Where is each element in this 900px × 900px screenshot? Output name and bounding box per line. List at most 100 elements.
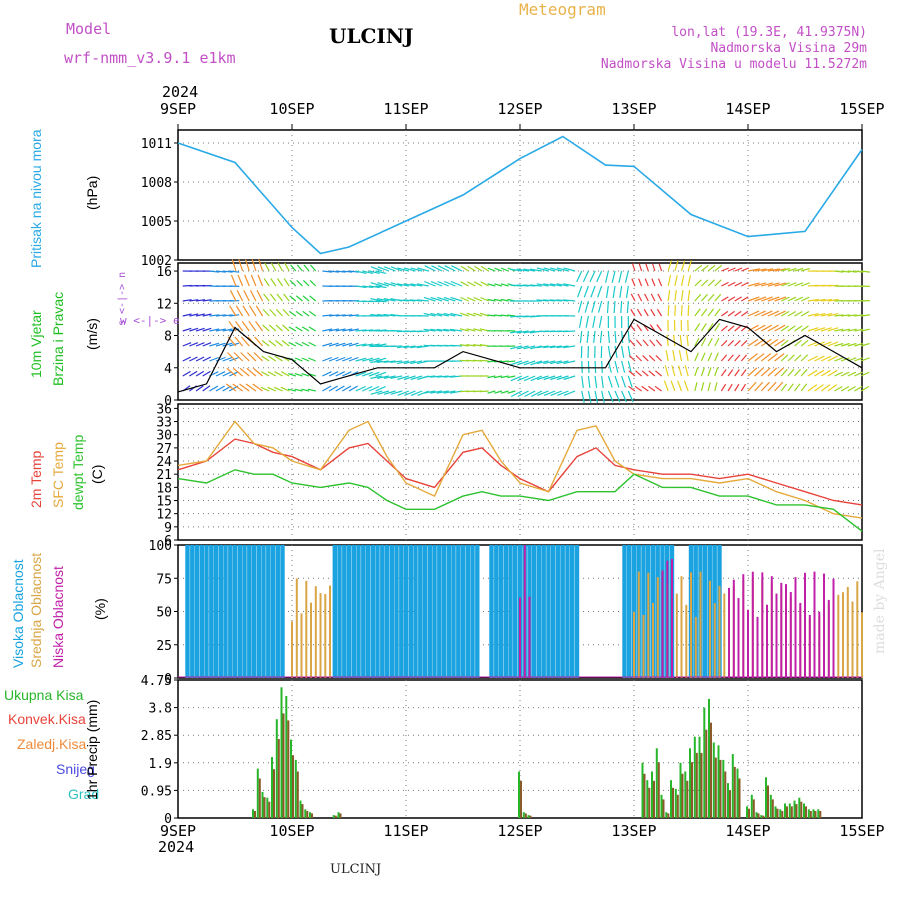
- wind-arrow: [209, 270, 220, 273]
- wind-arrow: [195, 299, 206, 302]
- wind-arrow: [740, 383, 747, 392]
- wind-arrow: [375, 285, 387, 289]
- wind-arrow: [294, 373, 303, 377]
- wind-arrow: [556, 267, 569, 272]
- wind-arrow: [269, 293, 277, 302]
- wind-arrow: [800, 310, 810, 317]
- wind-arrow: [820, 327, 832, 332]
- wind-arrow: [262, 308, 270, 317]
- cloud-bar: [280, 545, 285, 678]
- wind-arrow: [794, 354, 802, 362]
- cloud-bar: [770, 576, 773, 678]
- wind-arrow: [820, 355, 832, 362]
- wind-arrow: [295, 295, 303, 302]
- wind-arrow: [780, 325, 790, 332]
- precip-total-bar: [651, 771, 653, 818]
- temp-line-0: [177, 438, 863, 506]
- wind-arrow: [854, 328, 864, 332]
- cloud-bar: [709, 580, 711, 678]
- precip-conv-bar: [282, 713, 285, 818]
- wind-arrow: [582, 270, 589, 283]
- wind-arrow: [443, 375, 456, 378]
- precip-conv-bar: [273, 769, 275, 818]
- wind-arrow: [694, 352, 699, 362]
- wind-arrow: [390, 345, 403, 348]
- precip-conv-bar: [292, 755, 294, 818]
- wind-arrow: [523, 360, 536, 366]
- cloud-bar: [756, 616, 759, 678]
- cloud-bar: [546, 545, 551, 678]
- wind-arrow: [734, 296, 742, 302]
- time-tick-bottom: 15SEP: [839, 822, 884, 840]
- wind-arrow: [645, 263, 649, 272]
- wind-arrow: [637, 293, 643, 302]
- cloud-bar: [295, 578, 298, 678]
- wind-arrow: [721, 281, 729, 287]
- wind-arrow: [687, 275, 692, 287]
- precip-total-bar: [746, 806, 748, 818]
- wind-arrow: [264, 262, 270, 272]
- cloud-bar: [694, 616, 697, 678]
- wind-arrow: [727, 281, 736, 287]
- wind-arrow: [747, 268, 760, 272]
- wind-arrow: [383, 390, 396, 395]
- cloud-bar: [266, 545, 271, 678]
- wind-arrow: [578, 315, 583, 328]
- wind-arrow: [494, 390, 503, 394]
- wind-arrow: [679, 335, 683, 347]
- wind-arrow: [787, 282, 797, 287]
- cloud-bar: [536, 545, 542, 678]
- wind-arrow: [500, 267, 509, 272]
- wind-arrow: [827, 327, 839, 332]
- station-title: ULCINJ: [329, 24, 414, 48]
- wind-arrow: [658, 263, 663, 272]
- wind-arrow: [335, 385, 345, 392]
- precip-conv-bar: [653, 780, 655, 818]
- wind-arrow: [368, 357, 380, 362]
- y-tick-label: 27: [156, 442, 172, 457]
- wind-arrow: [707, 293, 715, 302]
- wind-arrow: [734, 281, 743, 287]
- precip-total-bar: [693, 736, 696, 818]
- wind-arrow: [403, 267, 416, 272]
- wind-arrow: [760, 381, 770, 392]
- wind-arrow: [814, 327, 826, 332]
- cloud-bar: [732, 579, 735, 678]
- wind-arrow: [487, 390, 496, 394]
- wind-arrow: [342, 356, 352, 362]
- wind-arrow: [416, 299, 429, 302]
- wind-arrow: [667, 275, 672, 287]
- wind-arrow: [860, 328, 871, 332]
- y-tick-label: 16: [156, 265, 172, 280]
- cloud-bar: [851, 601, 854, 678]
- wind-arrow: [585, 315, 589, 328]
- precip-total-bar: [266, 797, 269, 818]
- wind-arrow: [510, 390, 523, 398]
- wind-arrow: [596, 270, 603, 283]
- wind-arrow: [238, 259, 244, 272]
- wind-arrow: [229, 290, 237, 302]
- precip-conv-bar: [524, 813, 527, 818]
- precip-total-bar: [332, 815, 335, 818]
- cloud-bar: [723, 593, 726, 678]
- wind-arrow: [727, 339, 735, 347]
- wind-arrow: [479, 328, 489, 332]
- precip-conv-bar: [520, 780, 522, 818]
- wind-arrow: [202, 370, 211, 377]
- wind-arrow: [628, 370, 636, 377]
- wind-arrow: [734, 310, 742, 317]
- precip-conv-bar: [809, 811, 812, 818]
- wind-arrow: [263, 278, 270, 287]
- wind-arrow: [375, 385, 386, 392]
- wind-arrow: [549, 360, 562, 365]
- wind-arrow: [720, 383, 727, 392]
- wind-arrow: [404, 390, 416, 396]
- wind-arrow: [377, 266, 390, 272]
- wind-arrow: [807, 298, 819, 302]
- wind-arrow: [258, 259, 264, 272]
- wind-arrow: [430, 375, 443, 378]
- wind-arrow: [618, 270, 623, 283]
- cloud-bar: [494, 545, 499, 678]
- wind-arrow: [648, 385, 656, 392]
- wind-arrow: [274, 371, 283, 377]
